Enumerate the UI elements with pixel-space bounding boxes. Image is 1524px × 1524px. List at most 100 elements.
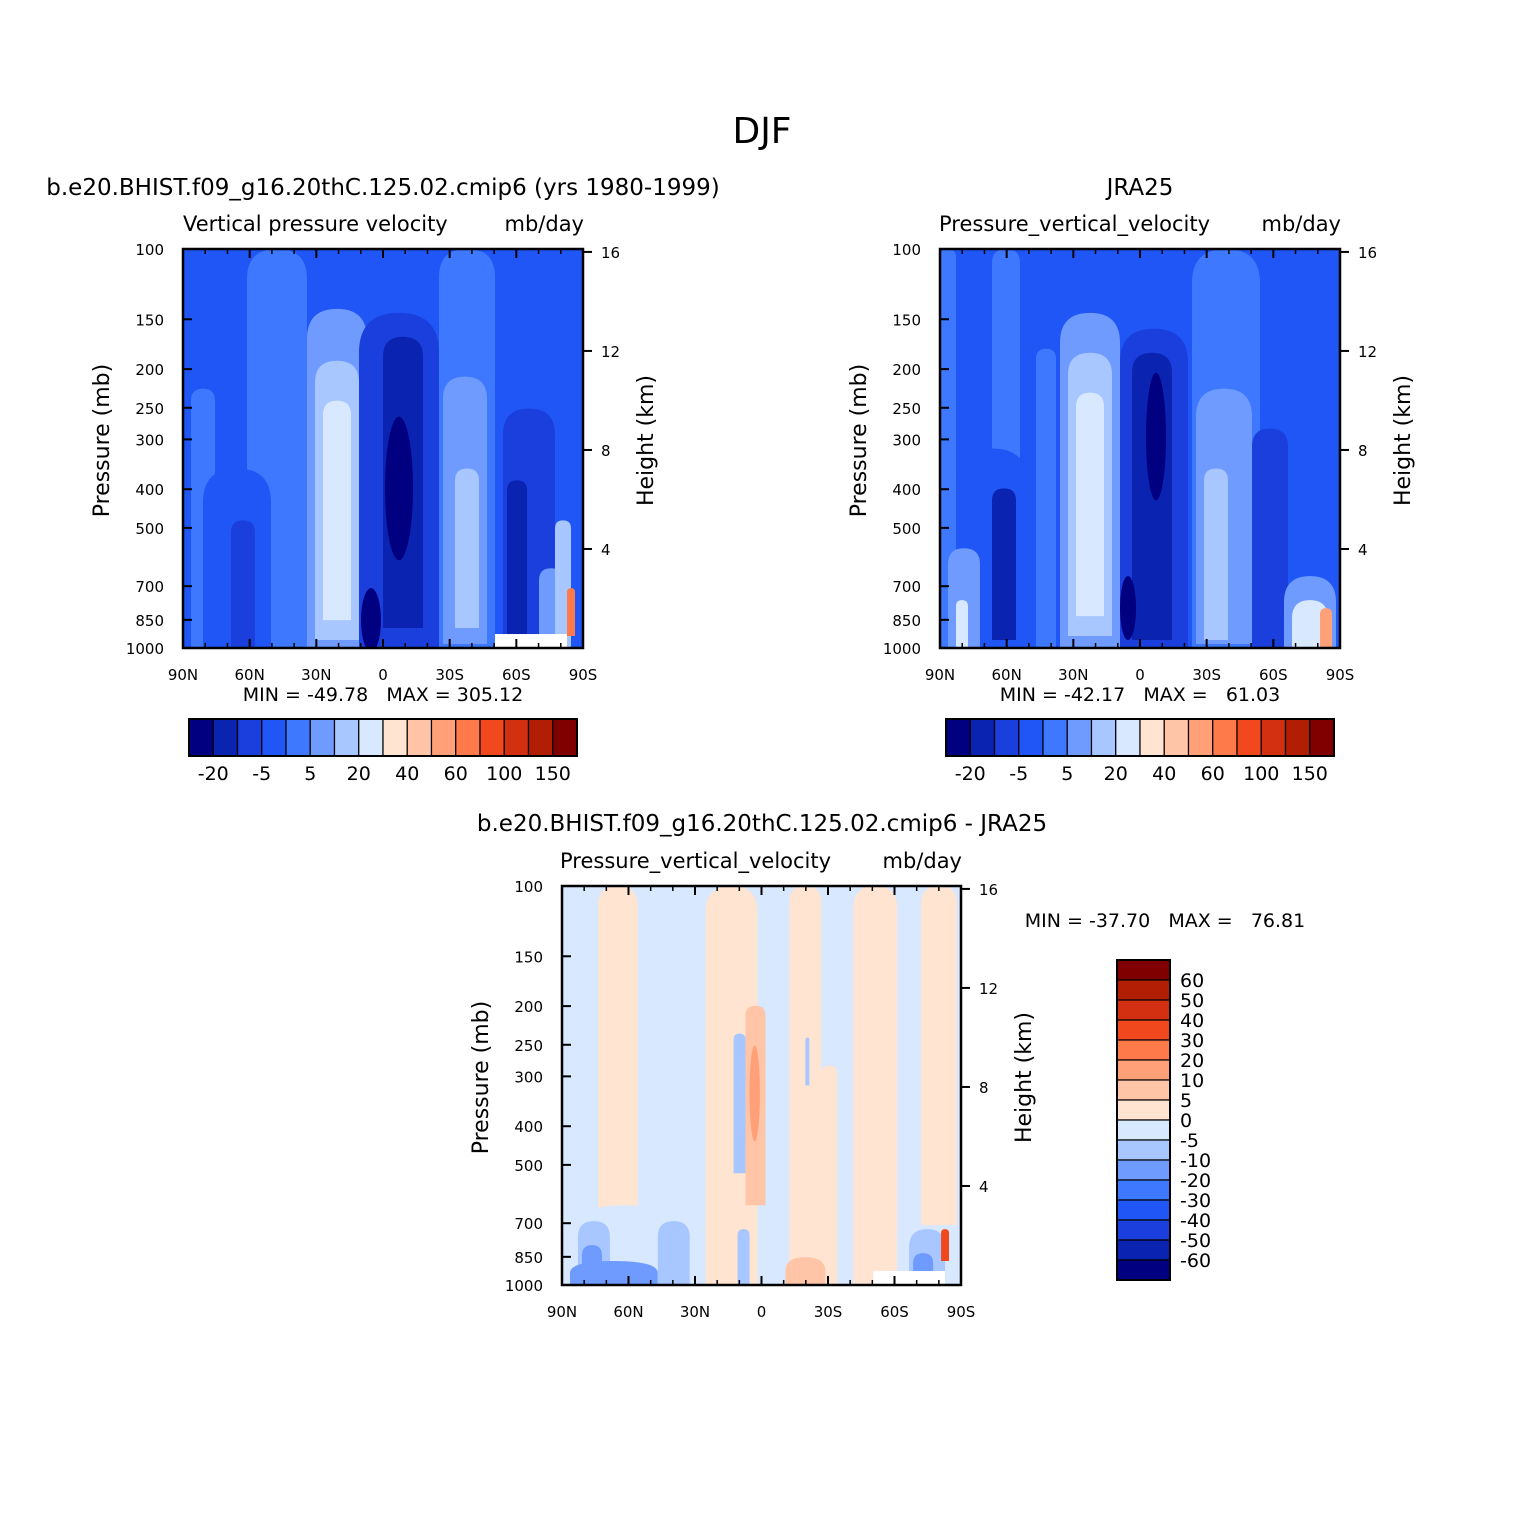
panel-model: b.e20.BHIST.f09_g16.20thC.125.02.cmip6 (… — [46, 175, 719, 785]
colorbar-label: 60 — [1180, 970, 1204, 992]
contour-region — [940, 249, 956, 648]
height-tick-label: 4 — [601, 541, 611, 559]
y-axis-label-right: Height (km) — [1012, 1012, 1037, 1143]
colorbar-label: 30 — [1180, 1030, 1204, 1052]
colorbar-box — [1116, 959, 1171, 981]
colorbar-label: 150 — [535, 763, 571, 785]
panel-diff-stats: MIN = -37.70 MAX = 76.81 — [1025, 910, 1305, 932]
colorbar-box — [285, 718, 311, 757]
colorbar-box — [1066, 718, 1093, 757]
colorbar-label: 60 — [1201, 763, 1225, 785]
colorbar-box — [1284, 718, 1311, 757]
colorbar-box — [1090, 718, 1117, 757]
colorbar-box — [1212, 718, 1238, 757]
pressure-tick-label: 150 — [514, 948, 543, 966]
colorbar-box — [1116, 1059, 1171, 1081]
panel-obs-stats: MIN = -42.17 MAX = 61.03 — [1000, 684, 1280, 706]
lat-tick-label: 90N — [547, 1303, 577, 1321]
pressure-tick-label: 700 — [135, 578, 164, 596]
contour-region — [785, 1257, 826, 1285]
contour-region — [323, 400, 351, 621]
figure-title: DJF — [732, 111, 791, 152]
contour-region — [873, 1271, 946, 1285]
height-tick-label: 12 — [601, 343, 620, 361]
lat-tick-label: 30N — [680, 1303, 710, 1321]
contour-region — [705, 886, 758, 1285]
panel-diff-subtitle-right: mb/day — [883, 849, 963, 873]
panel-obs: JRA25 Pressure_vertical_velocity mb/day … — [847, 175, 1416, 785]
colorbar-label: 5 — [304, 763, 316, 785]
height-tick-label: 16 — [1358, 244, 1377, 262]
contour-region — [1036, 348, 1056, 648]
colorbar-box — [1116, 999, 1171, 1021]
colorbar-label: 40 — [395, 763, 419, 785]
lat-tick-label: 60S — [502, 666, 531, 684]
colorbar-box — [212, 718, 239, 757]
contour-region — [1252, 428, 1288, 648]
colorbar-frame — [1116, 959, 1171, 1281]
colorbar-label: 10 — [1180, 1070, 1204, 1092]
contour-region — [921, 886, 958, 1226]
pressure-tick-label: 150 — [135, 311, 164, 329]
lat-tick-label: 60N — [613, 1303, 643, 1321]
contour-region — [992, 488, 1016, 641]
pressure-tick-label: 300 — [135, 431, 164, 449]
colorbar-box — [1139, 718, 1165, 757]
colorbar-box — [188, 718, 214, 757]
panel-obs-subtitle-left: Pressure_vertical_velocity — [939, 212, 1210, 237]
contour-region — [733, 1033, 746, 1174]
contour-region — [385, 416, 413, 561]
contour-region — [507, 480, 527, 637]
contour-region — [941, 1229, 950, 1262]
colorbar-label: 100 — [486, 763, 522, 785]
pressure-tick-label: 250 — [514, 1037, 543, 1055]
contour-region — [1320, 608, 1332, 648]
colorbar-box — [1116, 1159, 1171, 1181]
lat-tick-label: 60N — [992, 666, 1022, 684]
panel-model-subtitle-left: Vertical pressure velocity — [183, 212, 448, 236]
lat-tick-label: 90S — [1326, 666, 1355, 684]
pressure-tick-label: 1000 — [126, 640, 164, 658]
colorbar-box — [552, 718, 578, 757]
colorbar-label: -5 — [1180, 1130, 1199, 1152]
pressure-tick-label: 100 — [892, 241, 921, 259]
pressure-tick-label: 200 — [514, 998, 543, 1016]
colorbar-label: -20 — [198, 763, 229, 785]
contour-region — [1292, 600, 1328, 648]
colorbar-label: 5 — [1180, 1090, 1192, 1112]
lat-tick-label: 60S — [880, 1303, 909, 1321]
pressure-tick-label: 700 — [892, 578, 921, 596]
contour-region — [597, 886, 638, 1285]
pressure-tick-label: 250 — [135, 400, 164, 418]
y-axis-label: Pressure (mb) — [90, 364, 115, 518]
colorbar-box — [1260, 718, 1287, 757]
colorbar-label: 100 — [1243, 763, 1279, 785]
contour-region — [1076, 392, 1104, 617]
panel-obs-contour-field — [940, 249, 1340, 648]
pressure-tick-label: 500 — [892, 520, 921, 538]
lat-tick-label: 0 — [757, 1303, 767, 1321]
colorbar-label: -30 — [1180, 1190, 1211, 1212]
contour-region — [567, 588, 575, 637]
height-tick-label: 12 — [1358, 343, 1377, 361]
y-axis-label-right: Height (km) — [634, 375, 659, 506]
y-axis-label-right: Height (km) — [1391, 375, 1416, 506]
panel-obs-colorbar: -20 -5 5 20 40 60 100 150 — [945, 718, 1335, 785]
colorbar-box — [969, 718, 996, 757]
contour-region — [657, 1221, 690, 1285]
pressure-tick-label: 400 — [892, 481, 921, 499]
panel-diff-contour-field — [562, 886, 961, 1285]
colorbar-box — [1115, 718, 1141, 757]
lat-tick-label: 30S — [1192, 666, 1221, 684]
colorbar-frame — [945, 718, 1335, 757]
colorbar-label: 20 — [1104, 763, 1128, 785]
colorbar-label: 150 — [1292, 763, 1328, 785]
contour-region — [1204, 468, 1228, 641]
y-axis-label: Pressure (mb) — [469, 1001, 494, 1155]
colorbar-box — [1187, 718, 1214, 757]
contour-region — [821, 1065, 838, 1285]
colorbar-label: 0 — [1180, 1110, 1192, 1132]
lat-tick-label: 60S — [1259, 666, 1288, 684]
pressure-tick-label: 500 — [514, 1157, 543, 1175]
height-tick-label: 16 — [601, 244, 620, 262]
